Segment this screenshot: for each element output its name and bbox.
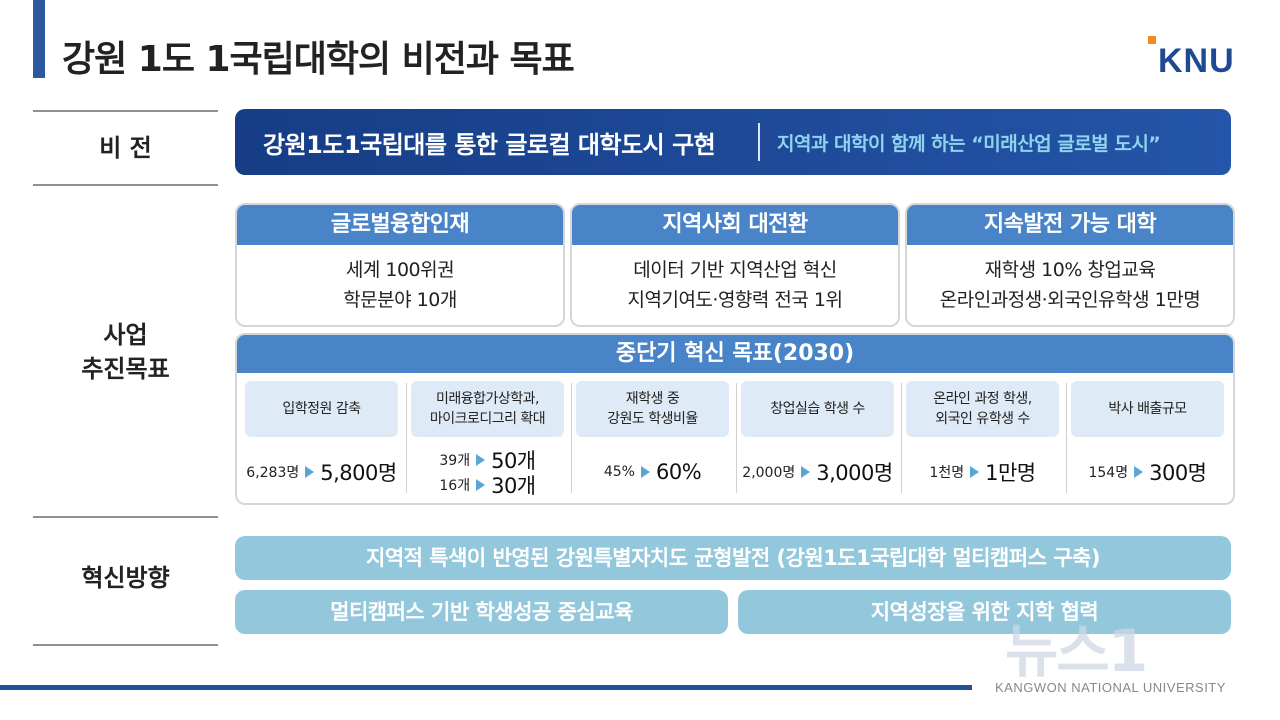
arrow-right-icon — [970, 466, 980, 478]
metric-to: 30개 — [491, 473, 536, 498]
metric-label: 강원도 학생비율 — [607, 411, 698, 427]
metric-to: 300명 — [1149, 461, 1207, 485]
divider-bottom — [33, 644, 218, 646]
arrow-right-icon — [476, 453, 486, 466]
metric-to: 1만명 — [985, 461, 1036, 485]
metric-label: 창업실습 학생 수 — [770, 401, 865, 417]
midterm-goals-panel: 중단기 혁신 목표(2030) 입학정원 감축 6,283명 5,800명 미래융… — [235, 333, 1235, 505]
goals-label-line1: 사업 — [103, 321, 148, 349]
divider-vision — [33, 184, 218, 186]
vision-sub-text: 지역과 대학이 함께 하는 “미래산업 글로벌 도시” — [777, 133, 1161, 155]
metric-label: 입학정원 감축 — [282, 401, 361, 417]
goal-line: 세계 100위권 — [345, 259, 455, 281]
metric-label: 미래융합가상학과, — [436, 391, 540, 407]
goal-line: 학문분야 10개 — [343, 289, 457, 311]
metric-label: 마이크로디그리 확대 — [429, 411, 546, 427]
metric-virtual-dept: 미래융합가상학과, 마이크로디그리 확대 39개 50개 16개 30개 — [411, 381, 564, 501]
goal-line: 온라인과정생·외국인유학생 1만명 — [939, 289, 1201, 311]
metric-label: 재학생 중 — [625, 391, 680, 407]
goal-title: 글로벌융합인재 — [237, 205, 563, 245]
arrow-right-icon — [640, 466, 650, 478]
news-watermark: 뉴스1 — [1005, 617, 1148, 685]
direction-label: 혁신방향 — [81, 564, 170, 592]
arrow-right-icon — [801, 466, 811, 478]
arrow-right-icon — [476, 478, 486, 491]
direction-balanced-development: 지역적 특색이 반영된 강원특별자치도 균형발전 (강원1도1국립대학 멀티캠퍼… — [235, 536, 1231, 580]
direction-regional-collab: 지역성장을 위한 지학 협력 — [738, 590, 1231, 634]
metric-label: 온라인 과정 학생, — [933, 391, 1032, 407]
metric-from: 39개 — [439, 452, 471, 469]
metric-divider — [1066, 383, 1067, 493]
arrow-right-icon — [1134, 466, 1144, 478]
knu-logo: KNU — [1148, 36, 1258, 86]
goals-label-line2: 추진목표 — [81, 355, 170, 383]
metric-from: 6,283명 — [246, 465, 300, 481]
metric-to: 5,800명 — [320, 461, 397, 485]
metric-from: 45% — [603, 464, 635, 480]
midterm-title: 중단기 혁신 목표(2030) — [237, 335, 1233, 373]
goal-title: 지속발전 가능 대학 — [907, 205, 1233, 245]
metric-divider — [406, 383, 407, 493]
metric-admission: 입학정원 감축 6,283명 5,800명 — [245, 381, 398, 501]
footer-rule — [0, 685, 972, 690]
metric-label: 박사 배출규모 — [1108, 401, 1187, 417]
goal-card-sustainable: 지속발전 가능 대학 재학생 10% 창업교육 온라인과정생·외국인유학생 1만… — [905, 203, 1235, 327]
logo-accent-icon — [1148, 36, 1156, 44]
metric-online-foreign: 온라인 과정 학생, 외국인 유학생 수 1천명 1만명 — [906, 381, 1059, 501]
vision-label: 비 전 — [99, 134, 152, 162]
goal-line: 데이터 기반 지역산업 혁신 — [633, 259, 837, 281]
logo-text: KNU — [1158, 42, 1235, 80]
goal-line: 지역기여도·영향력 전국 1위 — [627, 289, 844, 311]
metric-from: 1천명 — [929, 465, 965, 481]
vision-separator — [758, 123, 760, 161]
goal-card-global: 글로벌융합인재 세계 100위권 학문분야 10개 — [235, 203, 565, 327]
metric-from: 2,000명 — [742, 465, 796, 481]
metric-to: 60% — [655, 460, 702, 484]
goal-title: 지역사회 대전환 — [572, 205, 898, 245]
divider-top — [33, 110, 218, 112]
metric-doctorates: 박사 배출규모 154명 300명 — [1071, 381, 1224, 501]
goal-line: 재학생 10% 창업교육 — [984, 259, 1156, 281]
arrow-right-icon — [305, 466, 315, 478]
divider-goals — [33, 516, 218, 518]
metric-to: 3,000명 — [816, 461, 893, 485]
metric-divider — [736, 383, 737, 493]
vision-main-text: 강원1도1국립대를 통한 글로컬 대학도시 구현 — [263, 131, 716, 159]
goal-card-region: 지역사회 대전환 데이터 기반 지역산업 혁신 지역기여도·영향력 전국 1위 — [570, 203, 900, 327]
metric-to: 50개 — [491, 448, 536, 473]
title-accent-bar — [33, 0, 45, 78]
direction-student-success: 멀티캠퍼스 기반 학생성공 중심교육 — [235, 590, 728, 634]
metric-divider — [571, 383, 572, 493]
metric-label: 외국인 유학생 수 — [935, 411, 1030, 427]
metric-from: 154명 — [1088, 465, 1129, 481]
page-title: 강원 1도 1국립대학의 비전과 목표 — [62, 39, 575, 80]
vision-banner: 강원1도1국립대를 통한 글로컬 대학도시 구현 지역과 대학이 함께 하는 “… — [235, 109, 1231, 175]
metric-startup-students: 창업실습 학생 수 2,000명 3,000명 — [741, 381, 894, 501]
metric-divider — [901, 383, 902, 493]
footer-university-name: KANGWON NATIONAL UNIVERSITY — [995, 680, 1226, 695]
metric-from: 16개 — [439, 477, 471, 494]
